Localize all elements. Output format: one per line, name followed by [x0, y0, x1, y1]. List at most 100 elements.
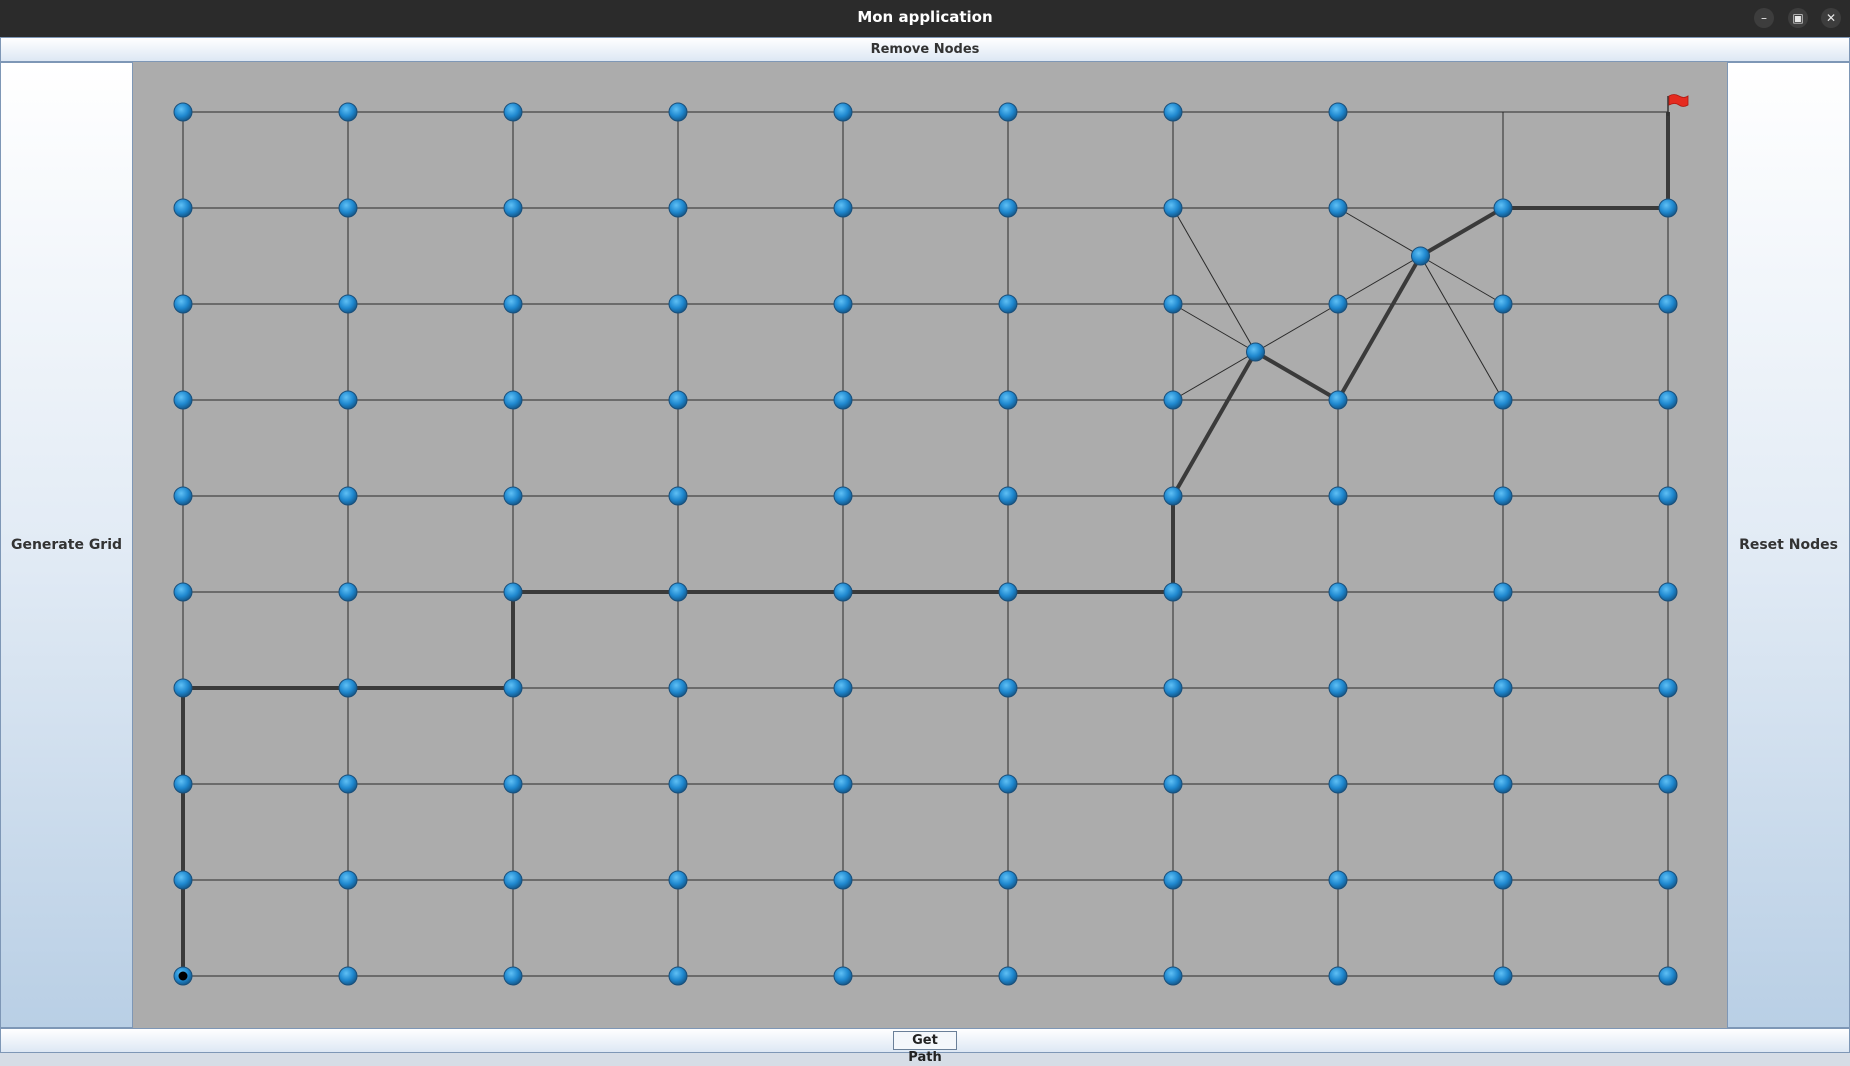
graph-node[interactable] — [1163, 678, 1183, 698]
graph-node[interactable] — [338, 294, 358, 314]
graph-node[interactable] — [1163, 774, 1183, 794]
graph-node[interactable] — [503, 774, 523, 794]
graph-node[interactable] — [503, 582, 523, 602]
graph-node[interactable] — [1493, 390, 1513, 410]
graph-node[interactable] — [998, 102, 1018, 122]
graph-node[interactable] — [1163, 294, 1183, 314]
graph-node[interactable] — [1328, 102, 1348, 122]
minimize-icon[interactable]: – — [1754, 8, 1774, 28]
graph-node[interactable] — [1328, 294, 1348, 314]
graph-node[interactable] — [503, 678, 523, 698]
graph-node[interactable] — [1658, 486, 1678, 506]
graph-node[interactable] — [833, 774, 853, 794]
graph-node[interactable] — [1246, 342, 1265, 362]
graph-node[interactable] — [998, 198, 1018, 218]
graph-node[interactable] — [1163, 198, 1183, 218]
restore-icon[interactable]: ▣ — [1788, 8, 1808, 28]
graph-node[interactable] — [503, 966, 523, 986]
graph-node[interactable] — [338, 390, 358, 410]
graph-node[interactable] — [998, 870, 1018, 890]
graph-node[interactable] — [173, 198, 193, 218]
reset-nodes-button[interactable]: Reset Nodes — [1727, 62, 1850, 1028]
graph-node[interactable] — [1493, 966, 1513, 986]
graph-node[interactable] — [503, 102, 523, 122]
graph-node[interactable] — [1163, 870, 1183, 890]
graph-node[interactable] — [1163, 966, 1183, 986]
graph-node[interactable] — [503, 294, 523, 314]
graph-node[interactable] — [1493, 294, 1513, 314]
graph-node[interactable] — [833, 870, 853, 890]
graph-node[interactable] — [338, 870, 358, 890]
graph-node[interactable] — [833, 102, 853, 122]
graph-node[interactable] — [338, 198, 358, 218]
graph-node[interactable] — [1658, 870, 1678, 890]
graph-node[interactable] — [1163, 582, 1183, 602]
graph-node[interactable] — [173, 678, 193, 698]
close-icon[interactable]: ✕ — [1821, 8, 1841, 28]
graph-node[interactable] — [1658, 198, 1678, 218]
generate-grid-button[interactable]: Generate Grid — [0, 62, 133, 1028]
graph-node[interactable] — [1493, 198, 1513, 218]
graph-node[interactable] — [1493, 870, 1513, 890]
graph-node[interactable] — [1658, 966, 1678, 986]
graph-node[interactable] — [338, 774, 358, 794]
graph-node[interactable] — [998, 678, 1018, 698]
graph-node[interactable] — [833, 582, 853, 602]
graph-node[interactable] — [1658, 774, 1678, 794]
graph-node[interactable] — [338, 486, 358, 506]
graph-node[interactable] — [668, 390, 688, 410]
graph-node[interactable] — [833, 678, 853, 698]
graph-node[interactable] — [668, 486, 688, 506]
graph-node[interactable] — [998, 486, 1018, 506]
graph-node[interactable] — [668, 294, 688, 314]
graph-node[interactable] — [998, 294, 1018, 314]
graph-node[interactable] — [833, 198, 853, 218]
graph-node[interactable] — [1658, 390, 1678, 410]
graph-node[interactable] — [338, 966, 358, 986]
graph-node[interactable] — [503, 870, 523, 890]
graph-node[interactable] — [1493, 486, 1513, 506]
graph-node[interactable] — [173, 486, 193, 506]
remove-nodes-button[interactable]: Remove Nodes — [0, 37, 1850, 62]
graph-node[interactable] — [668, 774, 688, 794]
graph-node[interactable] — [998, 966, 1018, 986]
graph-node[interactable] — [1493, 774, 1513, 794]
graph-node[interactable] — [1328, 486, 1348, 506]
graph-node[interactable] — [173, 390, 193, 410]
graph-node[interactable] — [668, 870, 688, 890]
graph-node[interactable] — [1163, 102, 1183, 122]
graph-node[interactable] — [1328, 678, 1348, 698]
graph-node[interactable] — [1328, 774, 1348, 794]
graph-node[interactable] — [1328, 966, 1348, 986]
graph-node[interactable] — [1658, 582, 1678, 602]
graph-node[interactable] — [338, 678, 358, 698]
graph-node[interactable] — [1493, 678, 1513, 698]
graph-node[interactable] — [338, 582, 358, 602]
graph-node[interactable] — [1493, 582, 1513, 602]
graph-node[interactable] — [173, 294, 193, 314]
graph-node[interactable] — [833, 390, 853, 410]
graph-svg[interactable] — [133, 62, 1727, 1028]
graph-node[interactable] — [668, 582, 688, 602]
graph-node[interactable] — [833, 966, 853, 986]
graph-node[interactable] — [503, 486, 523, 506]
graph-node[interactable] — [173, 870, 193, 890]
graph-node[interactable] — [1163, 390, 1183, 410]
graph-canvas[interactable] — [133, 62, 1727, 1028]
graph-node[interactable] — [1328, 582, 1348, 602]
graph-node[interactable] — [998, 390, 1018, 410]
graph-node[interactable] — [1163, 486, 1183, 506]
get-path-button[interactable]: Get Path — [893, 1031, 957, 1065]
graph-node[interactable] — [1411, 246, 1430, 266]
graph-node[interactable] — [833, 486, 853, 506]
graph-node[interactable] — [338, 102, 358, 122]
graph-node[interactable] — [503, 198, 523, 218]
graph-node[interactable] — [668, 198, 688, 218]
graph-node[interactable] — [668, 678, 688, 698]
graph-node[interactable] — [173, 102, 193, 122]
graph-node[interactable] — [1328, 198, 1348, 218]
graph-node[interactable] — [998, 582, 1018, 602]
graph-node[interactable] — [998, 774, 1018, 794]
graph-node[interactable] — [1328, 390, 1348, 410]
graph-node[interactable] — [1658, 294, 1678, 314]
